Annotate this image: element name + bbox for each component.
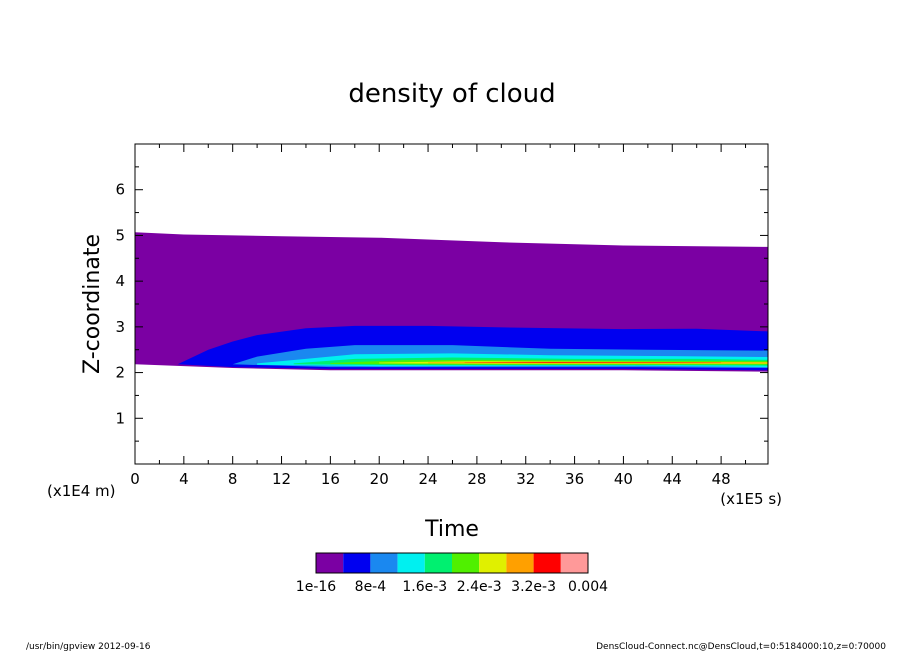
colorbar-frame <box>315 552 589 574</box>
y-tick-label: 4 <box>115 272 125 290</box>
chart-title: density of cloud <box>348 79 555 109</box>
colorbar-label: 1.6e-3 <box>402 579 447 595</box>
y-tick-label: 1 <box>115 409 125 427</box>
colorbar-label: 8e-4 <box>355 579 387 595</box>
x-tick-label: 28 <box>467 470 486 488</box>
x-tick-label: 24 <box>419 470 438 488</box>
y-tick-label: 3 <box>115 318 125 336</box>
x-tick-label: 32 <box>516 470 535 488</box>
colorbar-label: 3.2e-3 <box>511 579 556 595</box>
colorbar-label: 2.4e-3 <box>457 579 502 595</box>
x-tick-label: 4 <box>179 470 189 488</box>
y-unit-label: (x1E4 m) <box>47 482 116 500</box>
colorbar-label: 0.004 <box>568 579 608 595</box>
colorbar-swatch <box>343 553 371 573</box>
x-tick-label: 20 <box>370 470 389 488</box>
x-axis-label: Time <box>424 517 479 542</box>
colorbar-swatch <box>452 553 480 573</box>
x-tick-label: 16 <box>321 470 340 488</box>
axis-ticks <box>134 144 768 464</box>
colorbar-swatch <box>506 553 534 573</box>
colorbar-swatch <box>479 553 507 573</box>
colorbar-label: 1e-16 <box>296 579 336 595</box>
colorbar-swatch <box>424 553 452 573</box>
footer-right: DensCloud-Connect.nc@DensCloud,t=0:51840… <box>596 642 886 652</box>
colorbar-swatch <box>533 553 561 573</box>
footer-left: /usr/bin/gpview 2012-09-16 <box>26 642 151 652</box>
x-tick-label: 12 <box>272 470 291 488</box>
colorbar-swatch <box>370 553 398 573</box>
x-unit-label: (x1E5 s) <box>720 490 782 508</box>
x-tick-label: 0 <box>130 470 140 488</box>
x-tick-labels: 0 4 8 12 16 20 24 28 32 36 40 44 48 <box>130 470 730 488</box>
density-bands <box>135 232 768 372</box>
x-tick-label: 36 <box>565 470 584 488</box>
colorbar-swatch <box>560 553 588 573</box>
x-tick-label: 44 <box>663 470 682 488</box>
y-tick-labels: 1 2 3 4 5 6 <box>115 181 125 428</box>
colorbar-swatch <box>316 553 344 573</box>
colorbar <box>315 552 589 574</box>
y-axis-label: Z-coordinate <box>80 234 105 374</box>
colorbar-swatch <box>397 553 425 573</box>
y-tick-label: 2 <box>115 364 125 382</box>
colorbar-labels: 1e-16 8e-4 1.6e-3 2.4e-3 3.2e-3 0.004 <box>296 579 608 595</box>
x-tick-label: 48 <box>712 470 731 488</box>
x-tick-label: 40 <box>614 470 633 488</box>
density-band-8 <box>464 362 722 363</box>
y-tick-label: 6 <box>115 181 125 199</box>
x-tick-label: 8 <box>228 470 238 488</box>
y-tick-label: 5 <box>115 226 125 244</box>
